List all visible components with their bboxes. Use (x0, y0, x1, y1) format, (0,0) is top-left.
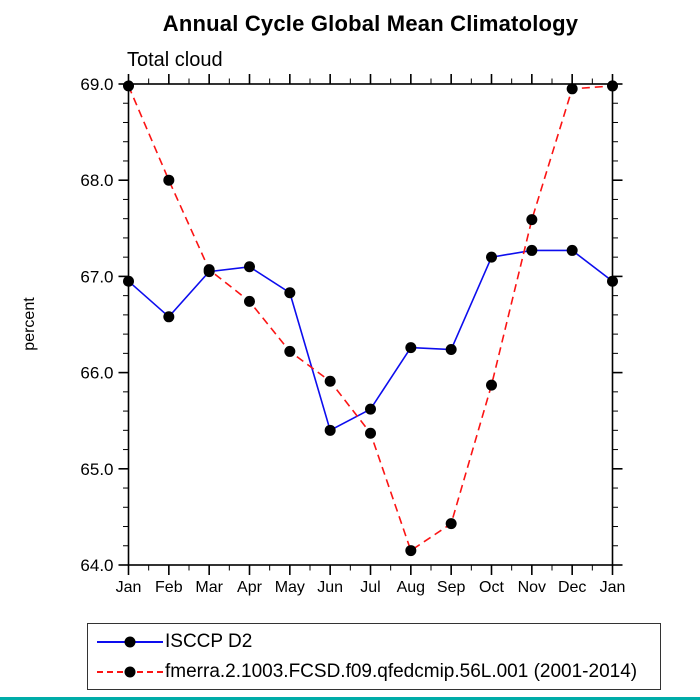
y-tick-label: 67.0 (80, 267, 113, 286)
bottom-edge-strip (0, 697, 700, 700)
legend-item-isccp: ISCCP D2 (97, 629, 660, 655)
x-tick-label: Jan (600, 579, 626, 596)
plot-frame (127, 83, 614, 566)
y-tick-label: 65.0 (80, 460, 113, 479)
y-tick-label: 66.0 (80, 364, 113, 383)
legend-label: fmerra.2.1003.FCSD.f09.qfedcmip.56L.001 … (165, 660, 638, 682)
legend-label: ISCCP D2 (165, 630, 253, 652)
legend-solid-line-marker-icon (97, 635, 163, 649)
legend-dashed-line-marker-icon (97, 665, 163, 679)
legend-item-fmerra: fmerra.2.1003.FCSD.f09.qfedcmip.56L.001 … (97, 659, 660, 685)
series-markers-0 (123, 244, 618, 436)
series-line-1 (127, 85, 613, 552)
x-tick-label: Jan (116, 579, 142, 596)
legend-box: ISCCP D2 fmerra.2.1003.FCSD.f09.qfedcmip… (87, 623, 661, 690)
y-tick-label: 69.0 (80, 75, 113, 94)
x-tick-label: Apr (237, 579, 263, 596)
y-axis-title: percent (21, 297, 38, 351)
x-tick-label: Aug (397, 579, 425, 596)
y-tick-label: 68.0 (80, 171, 113, 190)
x-tick-label: Feb (155, 579, 183, 596)
chart-title: Annual Cycle Global Mean Climatology (162, 11, 579, 36)
legend-dot-icon (124, 666, 136, 677)
chart-subtitle: Total cloud (127, 49, 223, 71)
series-markers-1 (123, 80, 618, 557)
x-tick-label: Dec (558, 579, 586, 596)
y-tick-label: 64.0 (80, 556, 113, 575)
x-tick-label: Mar (195, 579, 223, 596)
x-tick-label: Nov (518, 579, 546, 596)
x-axis-ticks (127, 74, 614, 575)
x-tick-label: May (275, 579, 305, 596)
x-tick-label: Sep (437, 579, 466, 596)
legend-dot-icon (124, 636, 136, 647)
series-line-0 (127, 249, 613, 432)
x-tick-label: Jul (360, 579, 380, 596)
x-tick-label: Jun (317, 579, 343, 596)
y-axis-ticks (118, 83, 623, 566)
x-tick-label: Oct (479, 579, 504, 596)
